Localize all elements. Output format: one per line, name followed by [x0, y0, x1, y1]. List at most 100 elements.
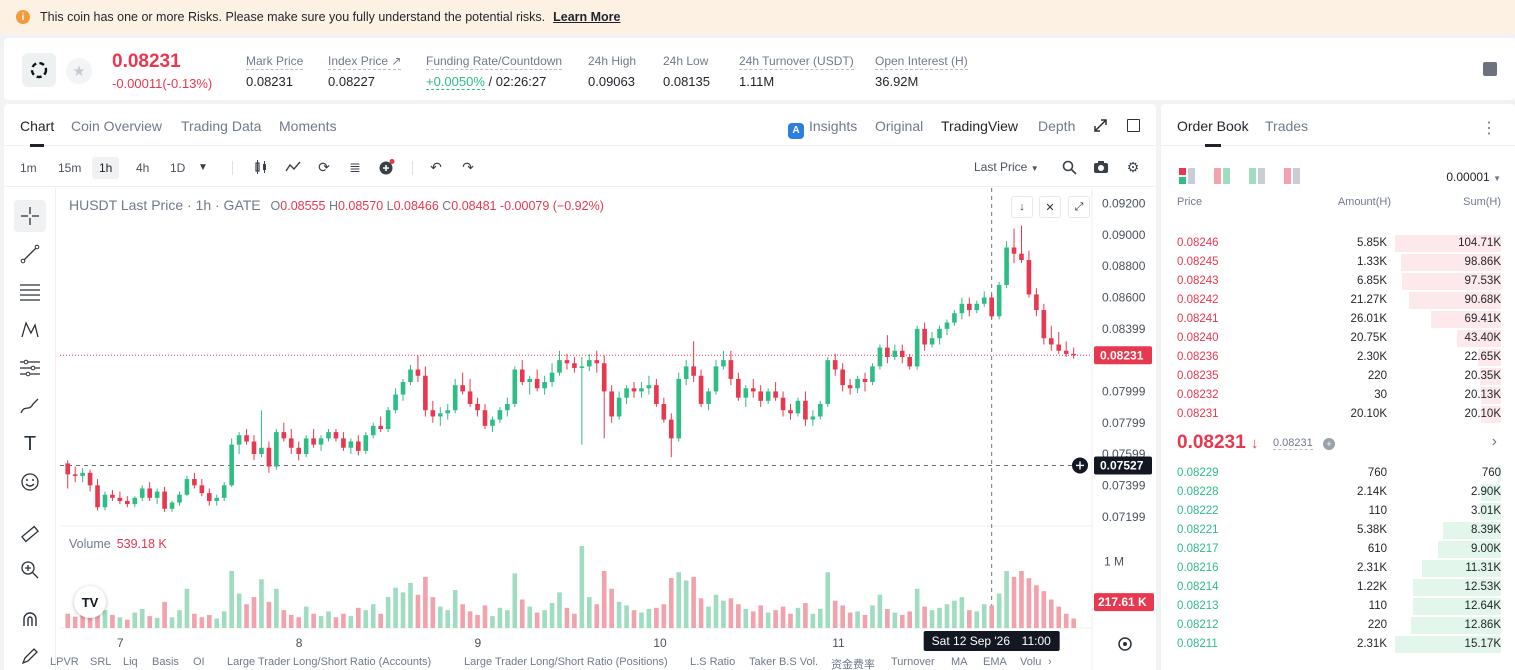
indicator-volume[interactable]: Volu	[1020, 656, 1042, 668]
ask-row[interactable]: 0.08245 1.33K 98.86K	[1161, 253, 1515, 272]
fib-tool-icon[interactable]	[14, 276, 46, 308]
trendline-tool-icon[interactable]	[14, 238, 46, 270]
bid-row[interactable]: 0.08229 760 760	[1161, 464, 1515, 483]
indicator-large-trader-positions[interactable]: Large Trader Long/Short Ratio (Positions…	[464, 656, 668, 668]
replay-icon[interactable]: ⟳	[318, 158, 330, 175]
crosshair-tool-icon[interactable]	[14, 200, 46, 232]
layout-both-icon[interactable]	[1179, 168, 1195, 184]
interval-4h[interactable]: 4h	[136, 161, 150, 175]
fullscreen-icon[interactable]: ⤢	[1068, 196, 1090, 218]
indicator-oi[interactable]: OI	[193, 656, 205, 668]
layout-asks-only-icon[interactable]	[1284, 168, 1300, 184]
ask-row[interactable]: 0.08232 30 20.13K	[1161, 386, 1515, 405]
interval-1h[interactable]: 1h	[92, 157, 120, 179]
indicator-ma[interactable]: MA	[951, 656, 968, 668]
mid-price[interactable]: 0.08231 ↓	[1177, 432, 1258, 454]
zoom-in-icon[interactable]	[14, 554, 46, 586]
download-icon[interactable]: ↓	[1011, 196, 1033, 218]
more-options-icon[interactable]: ⋮	[1481, 120, 1497, 137]
tab-insights[interactable]: A Insights	[788, 118, 857, 139]
stat-label[interactable]: 24h Turnover (USDT)	[739, 54, 854, 70]
ask-row[interactable]: 0.08236 2.30K 22.65K	[1161, 348, 1515, 367]
book-icon[interactable]	[1483, 62, 1497, 76]
bid-row[interactable]: 0.08211 2.31K 15.17K	[1161, 635, 1515, 654]
camera-icon[interactable]	[1092, 158, 1110, 176]
precision-select[interactable]: 0.00001 ▼	[1446, 170, 1501, 184]
learn-more-link[interactable]: Learn More	[553, 10, 621, 24]
window-icon[interactable]	[1127, 119, 1140, 132]
ask-row[interactable]: 0.08243 6.85K 97.53K	[1161, 272, 1515, 291]
ask-row[interactable]: 0.08240 20.75K 43.40K	[1161, 329, 1515, 348]
stat-label[interactable]: Open Interest (H)	[875, 54, 968, 70]
bid-row[interactable]: 0.08214 1.22K 12.53K	[1161, 578, 1515, 597]
templates-icon[interactable]: ≣	[349, 158, 361, 175]
tab-tradingview[interactable]: TradingView	[941, 118, 1019, 134]
favorite-star-icon[interactable]: ★	[66, 58, 92, 84]
indicator-taker-vol[interactable]: Taker B.S Vol.	[749, 656, 819, 668]
tab-chart[interactable]: Chart	[20, 118, 55, 147]
ask-row[interactable]: 0.08242 21.27K 90.68K	[1161, 291, 1515, 310]
candle-body	[281, 432, 287, 439]
interval-15m[interactable]: 15m	[58, 161, 82, 175]
indicator-large-trader-accounts[interactable]: Large Trader Long/Short Ratio (Accounts)	[227, 656, 432, 668]
bid-row[interactable]: 0.08222 110 3.01K	[1161, 502, 1515, 521]
bid-row[interactable]: 0.08217 610 9.00K	[1161, 540, 1515, 559]
prediction-tool-icon[interactable]	[14, 352, 46, 384]
indicator-liq[interactable]: Liq	[123, 656, 138, 668]
pencil-lock-icon[interactable]	[14, 640, 46, 670]
add-alert-icon[interactable]	[378, 158, 396, 176]
ask-row[interactable]: 0.08235 220 20.35K	[1161, 367, 1515, 386]
interval-1d[interactable]: 1D	[170, 161, 186, 175]
chart-plot-area[interactable]: 0.09200 0.09000 0.08800 0.08600 0.08399 0.079…	[60, 188, 1156, 670]
tab-trading-data[interactable]: Trading Data	[181, 118, 262, 134]
stat-label[interactable]: Mark Price	[246, 54, 304, 70]
bid-row[interactable]: 0.08221 5.38K 8.39K	[1161, 521, 1515, 540]
tab-order-book[interactable]: Order Book	[1177, 118, 1249, 147]
stat-label[interactable]: Funding Rate/Countdown	[426, 54, 563, 70]
redo-icon[interactable]: ↷	[462, 158, 474, 175]
ask-row[interactable]: 0.08231 20.10K 20.10K	[1161, 405, 1515, 424]
candle-type-icon[interactable]	[252, 158, 270, 176]
tab-depth[interactable]: Depth	[1038, 118, 1076, 134]
stat-label[interactable]: Index Price ↗	[328, 54, 402, 70]
magnet-tool-icon[interactable]	[14, 604, 46, 636]
indicator-ema[interactable]: EMA	[983, 656, 1007, 668]
indicator-funding-rate[interactable]: 资金费率	[831, 659, 875, 670]
expand-icon[interactable]	[1094, 119, 1107, 132]
layout-bids-only-icon[interactable]	[1249, 168, 1265, 184]
ruler-tool-icon[interactable]	[14, 518, 46, 550]
chevron-right-icon[interactable]: ›	[1048, 656, 1052, 668]
indicator-ls-ratio[interactable]: L.S Ratio	[690, 656, 736, 668]
text-tool-icon[interactable]: T	[23, 432, 37, 455]
indicator-srl[interactable]: SRL	[90, 656, 112, 668]
indicator-basis[interactable]: Basis	[152, 656, 179, 668]
ask-row[interactable]: 0.08241 26.01K 69.41K	[1161, 310, 1515, 329]
indicator-turnover[interactable]: Turnover	[891, 656, 935, 668]
bid-row[interactable]: 0.08216 2.31K 11.31K	[1161, 559, 1515, 578]
tab-trades[interactable]: Trades	[1265, 118, 1309, 134]
tradingview-logo[interactable]: TV	[74, 586, 106, 618]
settings-gear-icon[interactable]: ⚙	[1126, 158, 1140, 175]
search-icon[interactable]	[1060, 158, 1078, 176]
tab-coin-overview[interactable]: Coin Overview	[71, 118, 163, 134]
interval-1m[interactable]: 1m	[20, 161, 37, 175]
indicators-icon[interactable]	[284, 158, 302, 176]
emoji-tool-icon[interactable]	[14, 466, 46, 498]
interval-dropdown-icon[interactable]: ▼	[198, 161, 208, 173]
ask-row[interactable]: 0.08246 5.85K 104.71K	[1161, 234, 1515, 253]
undo-icon[interactable]: ↶	[430, 158, 442, 175]
price-type-select[interactable]: Last Price ▼	[974, 160, 1039, 174]
indicator-lpvr[interactable]: LPVR	[50, 656, 79, 668]
bid-row[interactable]: 0.08212 220 12.86K	[1161, 616, 1515, 635]
volume-bar	[184, 588, 190, 628]
chevron-right-icon[interactable]: ›	[1491, 433, 1497, 450]
tab-moments[interactable]: Moments	[279, 118, 337, 134]
collapse-icon[interactable]: ✕	[1039, 196, 1061, 218]
bid-row[interactable]: 0.08228 2.14K 2.90K	[1161, 483, 1515, 502]
bid-row[interactable]: 0.08213 110 12.64K	[1161, 597, 1515, 616]
layout-bids-asks-icon[interactable]	[1214, 168, 1230, 184]
brush-tool-icon[interactable]	[14, 390, 46, 422]
candlestick-chart[interactable]: 0.09200 0.09000 0.08800 0.08600 0.08399 0.079…	[60, 188, 1156, 670]
pattern-tool-icon[interactable]	[14, 314, 46, 346]
tab-original[interactable]: Original	[875, 118, 924, 134]
